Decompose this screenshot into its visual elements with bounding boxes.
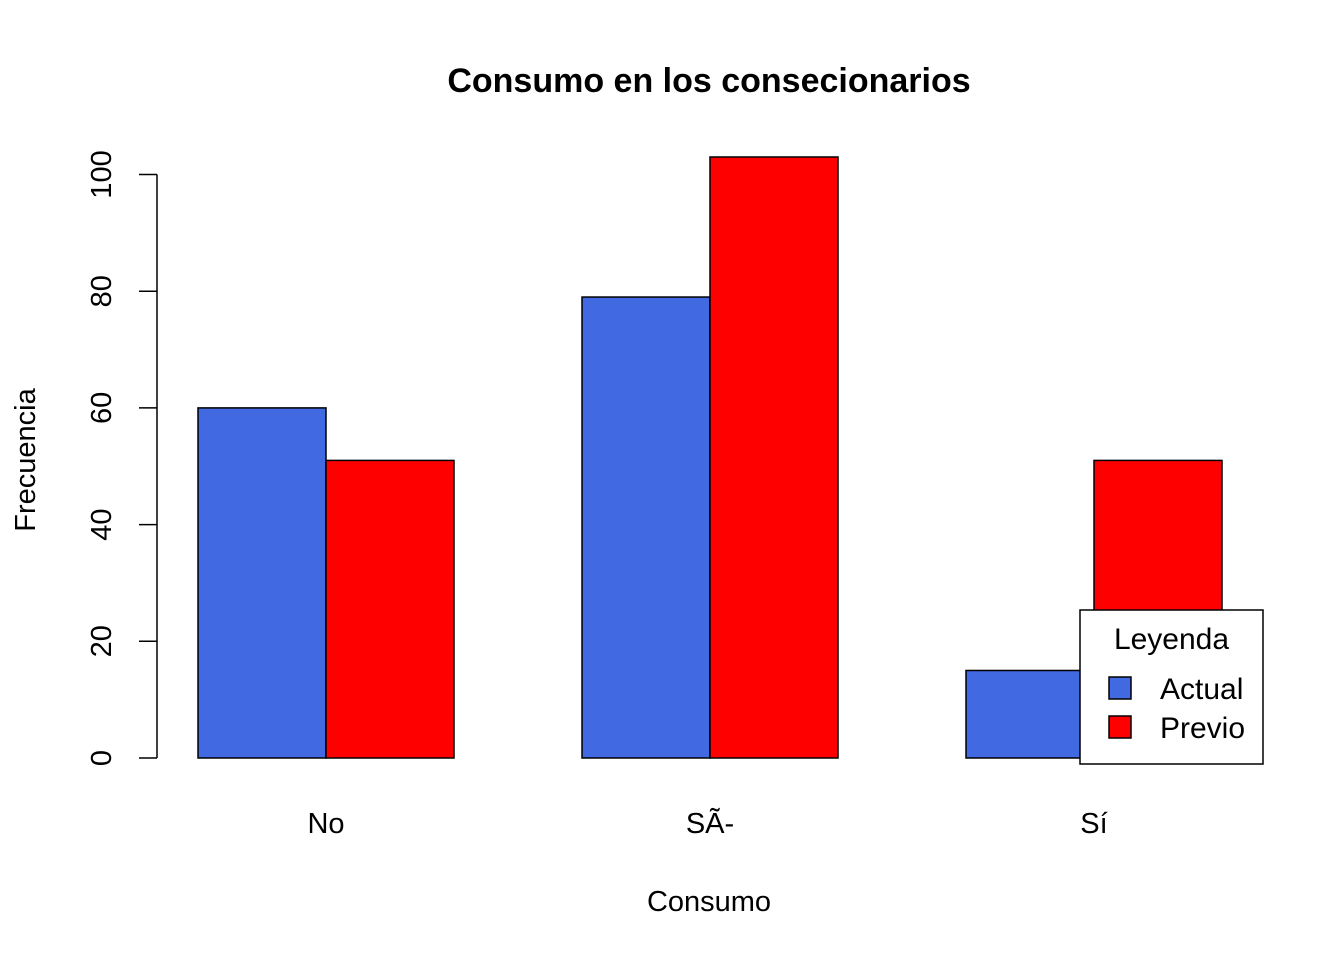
legend-swatch xyxy=(1108,676,1132,700)
x-tick-label: Sí xyxy=(1080,808,1107,840)
x-tick-label: SÃ- xyxy=(686,806,734,840)
y-tick-label: 100 xyxy=(86,150,118,198)
y-tick-label: 80 xyxy=(86,275,118,307)
legend-item-label: Actual xyxy=(1160,673,1243,706)
y-axis: 0 20 40 60 80 100 xyxy=(86,150,158,766)
legend-title: Leyenda xyxy=(1114,623,1229,656)
bars-group xyxy=(197,156,1223,759)
y-tick-label: 40 xyxy=(86,508,118,540)
bar xyxy=(325,459,455,759)
legend-item-label: Previo xyxy=(1160,712,1245,745)
legend: Leyenda Actual Previo xyxy=(1079,609,1264,765)
y-tick-label: 0 xyxy=(86,750,118,766)
legend-swatch xyxy=(1108,715,1132,739)
x-tick-label: No xyxy=(307,808,344,840)
x-axis-label: Consumo xyxy=(647,886,771,918)
x-tick-labels: No SÃ- Sí xyxy=(307,806,1107,840)
y-tick-label: 20 xyxy=(86,625,118,657)
bar xyxy=(581,296,711,759)
y-tick-label: 60 xyxy=(86,392,118,424)
bar xyxy=(709,156,839,759)
bar xyxy=(965,669,1095,759)
chart-title: Consumo en los consecionarios xyxy=(447,62,970,100)
y-axis-label: Frecuencia xyxy=(10,387,42,531)
bar xyxy=(197,407,327,759)
